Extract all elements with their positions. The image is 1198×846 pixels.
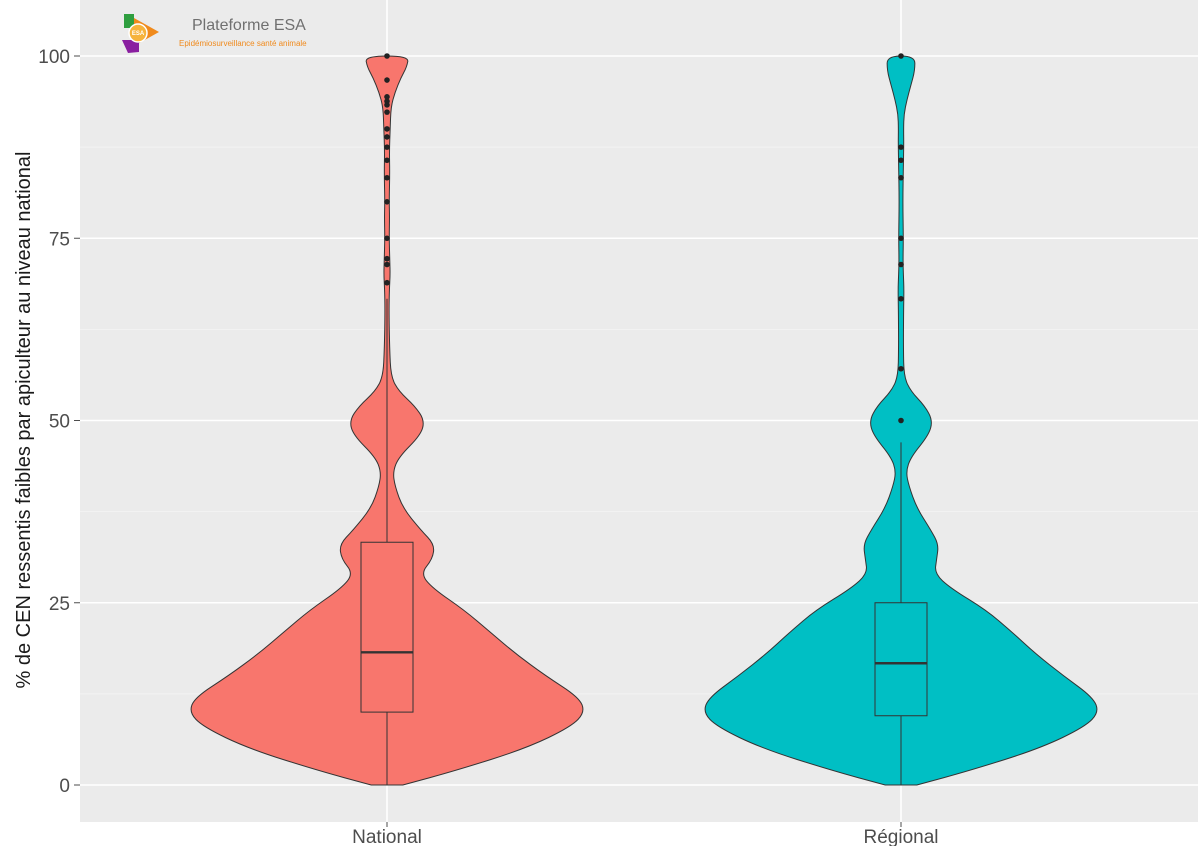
box-iqr [874,602,928,717]
outlier-point [898,235,904,242]
y-axis-title: % de CEN ressentis faibles par apiculteu… [13,152,35,689]
x-tick-label: Régional [864,827,939,846]
logo: ESA Plateforme ESA Epidémiosurveillance … [122,14,307,53]
outlier-point [898,365,904,372]
outlier-point [898,295,904,302]
logo-mark-icon: ESA [122,14,159,53]
y-tick-label: 25 [49,594,70,615]
outlier-point [384,53,390,59]
y-tick-label: 50 [49,412,70,433]
outlier-point [384,157,390,164]
logo-title: Plateforme ESA [192,17,306,34]
outlier-point [384,235,390,242]
outlier-point [384,109,390,115]
y-tick-labels: 0 25 50 75 100 [38,47,70,797]
outlier-point [384,199,390,205]
outlier-point [384,126,390,132]
outlier-point [384,77,390,83]
outlier-point [898,144,904,150]
y-tick-label: 75 [49,229,70,250]
outlier-point [384,144,390,150]
outlier-point [384,98,390,104]
outlier-point [384,279,390,286]
outlier-point [384,134,390,140]
x-tick-labels: National Régional [352,827,938,846]
outlier-point [898,174,904,181]
outlier-points [384,53,904,424]
logo-subtitle: Epidémiosurveillance santé animale [179,39,307,48]
outlier-point [898,417,904,424]
outlier-point [898,53,904,59]
outlier-point [384,255,390,262]
outlier-point [384,261,390,268]
axis-ticks [74,55,902,827]
x-tick-label: National [352,827,422,846]
outlier-point [898,157,904,164]
outlier-point [384,94,390,100]
y-tick-label: 0 [59,776,70,797]
box-iqr [360,541,414,713]
y-tick-label: 100 [38,47,70,68]
outlier-point [384,174,390,181]
boxplots [360,298,928,785]
logo-mark-text: ESA [132,31,145,37]
outlier-point [898,261,904,268]
